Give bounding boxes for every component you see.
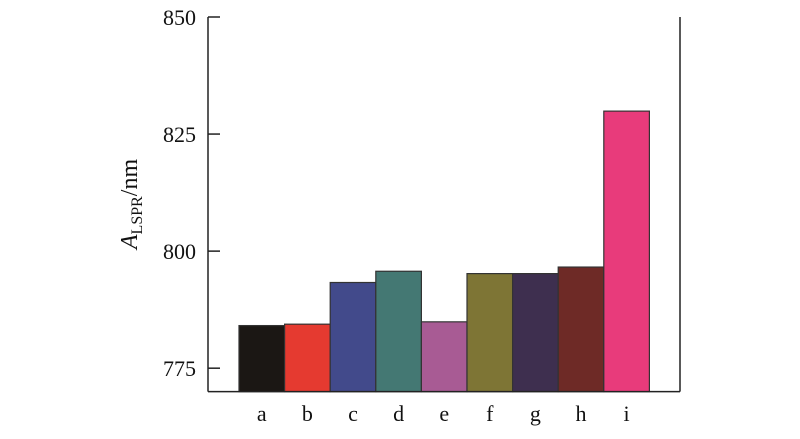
bar-e <box>420 321 468 393</box>
bar-i <box>603 110 650 393</box>
x-tick-label-c: c <box>348 401 358 426</box>
x-tick-label-f: f <box>486 401 494 426</box>
y-tick-label-800: 800 <box>163 239 196 264</box>
x-tick-label-a: a <box>257 401 267 426</box>
x-tick-label-g: g <box>530 401 541 426</box>
y-tick-label-825: 825 <box>163 122 196 147</box>
x-tick-label-b: b <box>302 401 313 426</box>
bar-g <box>511 273 559 393</box>
y-tick-label-850: 850 <box>163 5 196 30</box>
x-tick-label-d: d <box>393 401 404 426</box>
bar-h <box>557 266 605 393</box>
x-tick-label-h: h <box>576 401 587 426</box>
bar-b <box>284 323 331 393</box>
y-axis-label: ALSPR/nm <box>117 159 146 252</box>
bar-a <box>238 324 286 393</box>
bar-c <box>329 281 377 393</box>
x-tick-label-e: e <box>439 401 449 426</box>
bar-d <box>375 270 422 393</box>
bar-f <box>466 273 514 393</box>
y-tick-label-775: 775 <box>163 356 196 381</box>
x-tick-label-i: i <box>624 401 630 426</box>
